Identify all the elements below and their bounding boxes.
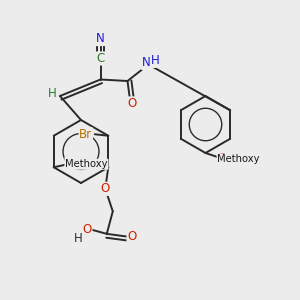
Text: O: O <box>101 182 110 195</box>
Text: Br: Br <box>79 128 92 141</box>
Text: H: H <box>74 232 83 245</box>
Text: O: O <box>218 152 226 166</box>
Text: O: O <box>83 223 92 236</box>
Text: O: O <box>128 97 136 110</box>
Text: N: N <box>142 56 151 70</box>
Text: H: H <box>151 54 160 68</box>
Text: H: H <box>48 86 57 100</box>
Text: Methoxy: Methoxy <box>65 159 108 169</box>
Text: O: O <box>127 230 136 243</box>
Text: O: O <box>65 158 74 171</box>
Text: Methoxy: Methoxy <box>217 154 260 164</box>
Text: C: C <box>96 52 105 65</box>
Text: N: N <box>96 32 105 46</box>
